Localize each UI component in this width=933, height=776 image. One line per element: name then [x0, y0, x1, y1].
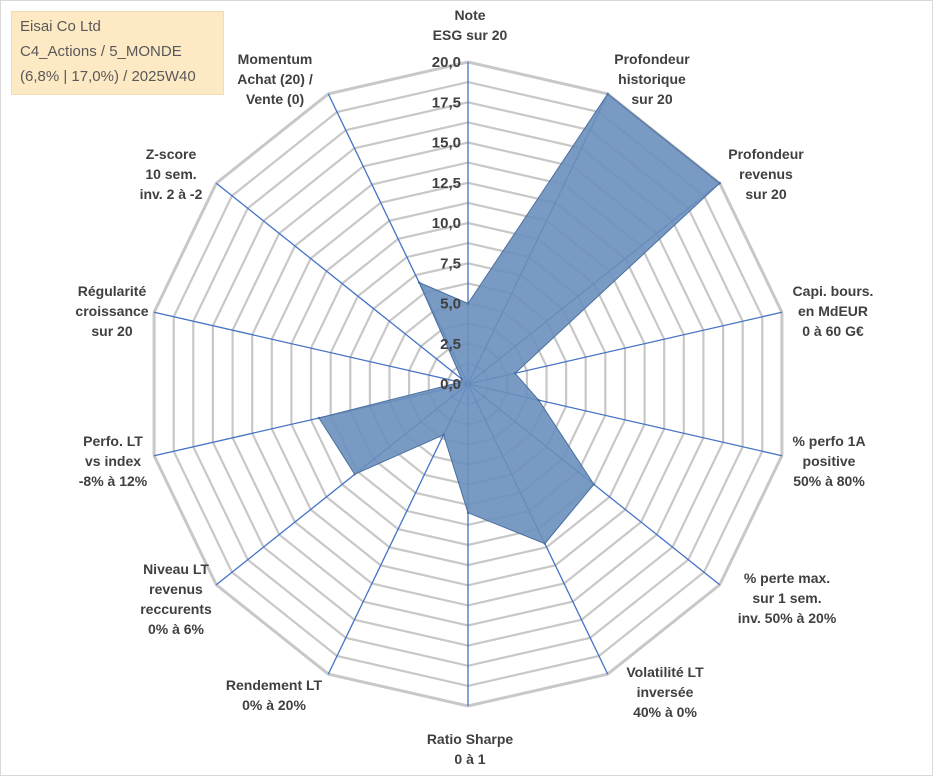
axis-spoke — [153, 311, 469, 385]
axis-label-line: croissance — [75, 303, 148, 319]
info-company: Eisai Co Ltd — [20, 18, 101, 35]
axis-label-line: 40% à 0% — [633, 704, 697, 720]
tick-label: 10,0 — [432, 215, 461, 232]
axis-label: Profondeur revenus sur 20 — [728, 146, 804, 202]
tick-label: 17,5 — [432, 94, 461, 111]
axis-label-line: Vente (0) — [246, 91, 304, 107]
axis-label-line: Profondeur — [614, 51, 690, 67]
axis-label-line: historique — [618, 71, 686, 87]
axis-label-line: reccurents — [140, 601, 212, 617]
axis-label-line: 10 sem. — [145, 166, 196, 182]
data-series-area — [318, 93, 721, 545]
tick-label: 2,5 — [440, 336, 461, 353]
axis-label-line: inversée — [637, 684, 694, 700]
axis-label-line: Momentum — [238, 51, 313, 67]
axis-label: Régularité croissance sur 20 — [75, 283, 148, 339]
info-box: Eisai Co Ltd C4_Actions / 5_MONDE (6,8% … — [11, 11, 224, 95]
axis-label-line: Ratio Sharpe — [427, 731, 514, 747]
data-point — [466, 511, 470, 514]
data-point — [353, 473, 356, 476]
axis-label-line: inv. 2 à -2 — [140, 186, 203, 202]
axis-spoke — [215, 182, 469, 385]
axis-label-line: Profondeur — [728, 146, 804, 162]
axis-label-line: -8% à 12% — [79, 473, 148, 489]
axis-label-line: sur 20 — [631, 91, 672, 107]
data-point — [592, 483, 596, 486]
axis-label-line: Rendement LT — [226, 677, 323, 693]
axis-label-line: Perfo. LT — [83, 433, 143, 449]
axis-label-line: sur 20 — [745, 186, 786, 202]
axis-label-line: 0% à 20% — [242, 697, 306, 713]
axis-label-line: vs index — [85, 453, 141, 469]
axis-label-line: % perfo 1A — [792, 433, 865, 449]
axis-label: Volatilité LT inversée 40% à 0% — [626, 664, 704, 720]
axis-label-line: 0 à 1 — [454, 751, 485, 767]
tick-label: 15,0 — [432, 135, 461, 152]
data-point — [442, 433, 445, 436]
axis-label-line: positive — [803, 453, 856, 469]
tick-label: 0,0 — [440, 376, 461, 393]
axis-label-line: 50% à 80% — [793, 473, 865, 489]
axis-label: Rendement LT 0% à 20% — [226, 677, 323, 713]
axis-label-line: Volatilité LT — [626, 664, 704, 680]
axis-label-line: revenus — [149, 581, 203, 597]
axis-label-line: % perte max. — [744, 570, 830, 586]
axis-label-line: revenus — [739, 166, 793, 182]
tick-label: 12,5 — [432, 175, 461, 192]
axis-label-line: Capi. bours. — [793, 283, 874, 299]
data-point — [466, 302, 470, 305]
data-point — [460, 377, 463, 381]
axis-label-line: sur 1 sem. — [752, 590, 821, 606]
axis-label-line: sur 20 — [91, 323, 132, 339]
axis-label-line: ESG sur 20 — [433, 27, 508, 43]
axis-label-line: en MdEUR — [798, 303, 868, 319]
axis-label: Capi. bours. en MdEUR 0 à 60 G€ — [793, 283, 874, 339]
tick-label: 5,0 — [440, 296, 461, 313]
info-portfolio: C4_Actions / 5_MONDE — [20, 43, 182, 60]
data-point — [537, 398, 540, 402]
axis-label-line: Note — [454, 7, 485, 23]
axis-label: % perte max. sur 1 sem. inv. 50% à 20% — [738, 570, 837, 626]
data-point — [513, 372, 517, 375]
data-point — [459, 381, 462, 384]
tick-label: 20,0 — [432, 54, 461, 71]
axis-spoke — [467, 311, 783, 385]
axis-label-line: Niveau LT — [143, 561, 209, 577]
axis-label-line: 0 à 60 G€ — [802, 323, 864, 339]
axis-label-line: Régularité — [78, 283, 147, 299]
data-point — [417, 281, 421, 284]
data-point — [317, 416, 321, 420]
axis-label: Niveau LT revenus reccurents 0% à 6% — [140, 561, 212, 637]
axis-label-line: 0% à 6% — [148, 621, 205, 637]
data-point — [606, 92, 609, 96]
axis-label: Profondeur historique sur 20 — [614, 51, 690, 107]
axis-label-line: Z-score — [146, 146, 197, 162]
data-point — [543, 542, 546, 545]
tick-label: 7,5 — [440, 255, 461, 272]
axis-label: Ratio Sharpe 0 à 1 — [427, 731, 514, 767]
axis-label-line: Achat (20) / — [237, 71, 313, 87]
data-point — [718, 182, 721, 185]
axis-label: Perfo. LT vs index -8% à 12% — [79, 433, 148, 489]
info-period: (6,8% | 17,0%) / 2025W40 — [20, 68, 196, 85]
axis-label: Note ESG sur 20 — [433, 7, 508, 43]
axis-label-line: inv. 50% à 20% — [738, 610, 837, 626]
axis-label: Momentum Achat (20) / Vente (0) — [237, 51, 313, 107]
axis-label: Z-score 10 sem. inv. 2 à -2 — [140, 146, 203, 202]
axis-label: % perfo 1A positive 50% à 80% — [792, 433, 865, 489]
